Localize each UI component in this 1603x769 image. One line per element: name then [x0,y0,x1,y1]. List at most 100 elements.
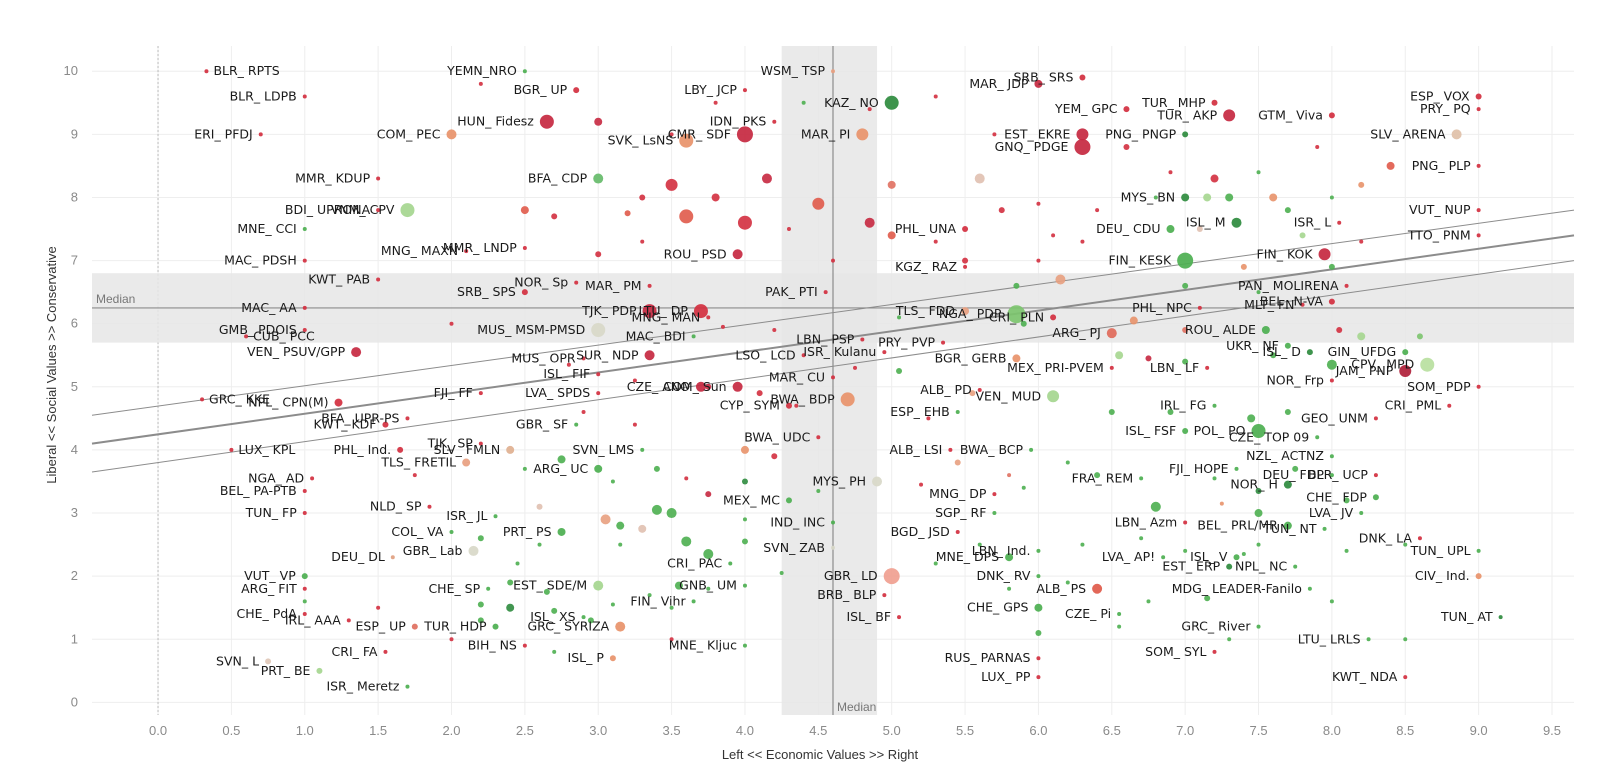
point-label: ESP_ UP [356,619,407,634]
point-label: DEU_ CDU [1096,221,1160,236]
data-point [872,476,883,487]
median-label-vertical: Median [837,700,876,714]
data-point [736,126,753,143]
point-label: PNG_ PNGP [1105,126,1176,141]
point-label: MNG_ MAXN [381,243,458,258]
data-point [581,356,586,361]
data-point [574,280,579,285]
data-point [831,375,835,380]
data-point [552,649,557,654]
data-point [969,390,976,397]
data-point [1344,283,1349,288]
point-label: BRB_ BLP [817,587,877,602]
data-point [551,607,558,614]
point-label: ARG_ FIT [241,581,297,596]
point-label: FIN_ KESK [1108,253,1171,268]
point-label: ISL_ FSF [1125,423,1176,438]
data-point [609,655,616,662]
data-point [955,410,960,415]
data-point [1420,357,1435,372]
data-point [801,100,806,105]
point-label: PHL_ Ind. [333,442,391,457]
data-point [1080,239,1085,244]
data-point [691,599,696,604]
point-label: DEU_ DL [331,549,385,564]
data-point [615,621,626,632]
data-point [400,203,415,218]
data-point [761,173,772,184]
data-point [681,536,692,547]
x-tick-label: 5.5 [956,723,974,738]
data-point [1227,637,1232,642]
point-label: ALB_ PD [920,382,971,397]
point-label: GBR_ Lab [403,543,463,558]
point-label: GRC_ SYRIZA [527,619,609,634]
point-label: TJK_ PDP [581,303,637,318]
data-point [856,128,869,141]
data-point [1226,563,1233,570]
data-point [1307,586,1312,591]
data-point [581,615,586,620]
x-tick-label: 1.5 [369,723,387,738]
point-label: TJK_ SP [427,436,474,451]
data-point [1139,536,1144,541]
point-label: MAR_ PM [585,278,642,293]
data-point [1326,359,1337,370]
data-point [566,362,571,367]
y-tick-label: 2 [71,568,78,583]
x-tick-label: 4.0 [736,723,754,738]
data-point [1344,548,1349,553]
point-label: MMR_ KDUP [295,171,370,186]
data-point [897,615,902,620]
data-point [1080,542,1085,547]
data-point [1299,232,1306,239]
data-point [954,459,961,466]
data-point [1328,263,1335,270]
data-point [258,132,263,137]
x-tick-label: 0.5 [222,723,240,738]
point-label: BWA_ BCP [960,442,1024,457]
data-point [1182,282,1189,289]
point-label: PNG_ PLP [1412,158,1471,173]
data-point [462,458,471,467]
point-label: SVN_ LMS [572,442,634,457]
point-label: LSO_ LCD [735,347,795,362]
point-label: SVN_ ZAB [763,540,825,555]
data-point [1336,327,1343,334]
data-point [1005,553,1014,562]
x-tick-label: 6.5 [1103,723,1121,738]
data-point [1212,476,1217,481]
data-point [522,643,527,648]
point-label: SGP_ RF [935,505,986,520]
data-point [669,637,674,642]
point-label: WSM_ TSP [761,63,826,78]
point-label: FJI_ HOPE [1169,461,1229,476]
data-point [1047,390,1060,403]
point-label: MUS_ OPR [511,350,575,365]
data-point [1182,358,1189,365]
data-point [1359,511,1364,516]
data-point [1476,208,1481,213]
data-point [732,249,743,260]
point-label: DEU_ FDP [1263,467,1325,482]
data-point [1284,207,1291,214]
data-point [1293,564,1298,569]
x-tick-label: 9.0 [1470,723,1488,738]
data-point [204,69,209,74]
point-label: MAC_ BDI [626,328,686,343]
data-point [882,350,887,355]
point-label: SOM_ PDP [1407,379,1471,394]
data-point [1241,552,1246,557]
data-point [1106,328,1117,339]
data-point [679,209,694,224]
data-point [1328,298,1335,305]
data-point [1210,174,1219,183]
point-label: DNK_ RV [976,568,1030,583]
data-point [741,538,748,545]
data-point [1416,333,1423,340]
data-point [376,605,381,610]
point-label: MNE_ CCI [237,221,296,236]
point-label: KWT_ NDA [1332,669,1398,684]
point-label: LBY_ JCP [684,82,737,97]
point-label: PHL_ UNA [895,221,957,236]
